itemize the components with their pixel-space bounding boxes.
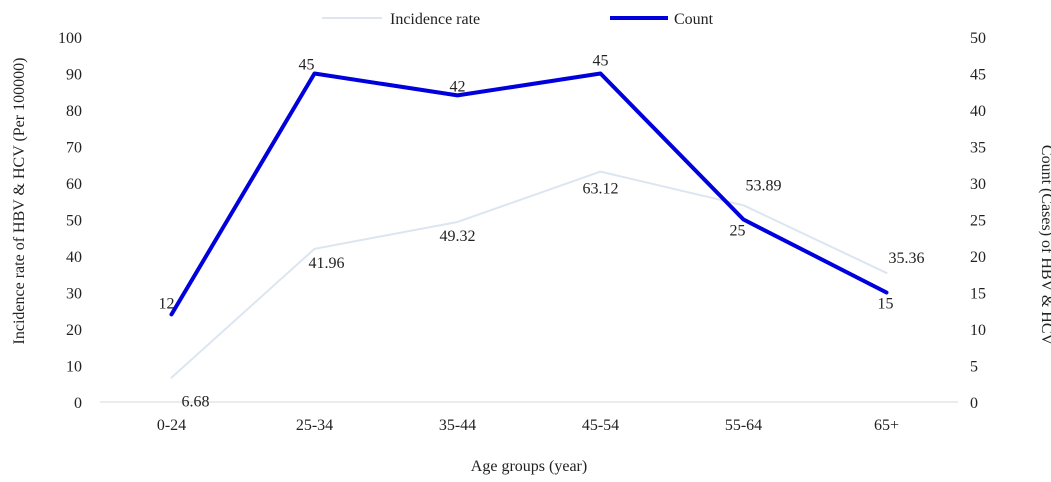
y-left-tick-label: 0: [74, 395, 82, 412]
y-right-tick-label: 10: [970, 322, 986, 339]
y-left-tick-label: 90: [66, 67, 82, 84]
data-point: [886, 272, 887, 274]
series-line-incidence-rate: [170, 170, 888, 379]
data-point: [457, 94, 458, 96]
x-axis-title: Age groups (year): [471, 458, 587, 475]
x-tick-label: 35-44: [439, 417, 476, 434]
data-label-incidence-rate: 6.68: [182, 394, 210, 411]
y-left-tick-label: 70: [66, 140, 82, 157]
x-tick-label: 65+: [874, 417, 899, 434]
y-left-tick-label: 40: [66, 249, 82, 266]
data-point: [886, 292, 887, 293]
data-label-incidence-rate: 41.96: [309, 255, 345, 272]
y-right-tick-label: 5: [970, 359, 978, 376]
y-right-tick-label: 50: [970, 30, 986, 47]
y-left-tick-label: 50: [66, 213, 82, 230]
data-label-incidence-rate: 35.36: [889, 250, 925, 267]
y-right-tick-label: 40: [970, 103, 986, 120]
data-label-count: 15: [878, 296, 894, 313]
data-point: [457, 221, 458, 223]
data-label-count: 25: [730, 223, 746, 240]
y-right-tick-label: 45: [970, 67, 986, 84]
data-label-count: 42: [450, 78, 466, 95]
y-left-tick-label: 10: [66, 359, 82, 376]
data-label-count: 45: [593, 53, 609, 70]
legend: Incidence rate Count: [322, 11, 714, 28]
data-point: [171, 377, 172, 379]
y-left-tick-label: 80: [66, 103, 82, 120]
data-label-count: 12: [159, 295, 175, 312]
series-line-count: [169, 71, 889, 317]
x-tick-label: 55-64: [725, 417, 762, 434]
data-point: [743, 219, 744, 220]
data-point: [600, 171, 601, 173]
legend-label-count: Count: [674, 11, 714, 28]
y-left-tick-label: 30: [66, 286, 82, 303]
data-label-incidence-rate: 63.12: [583, 181, 619, 198]
y-left-tick-label: 20: [66, 322, 82, 339]
y-right-tick-label: 25: [970, 213, 986, 230]
y-axis-right-title: Count (Cases) of HBV & HCV: [1038, 145, 1051, 346]
y-right-tick-label: 35: [970, 140, 986, 157]
data-label-incidence-rate: 53.89: [746, 177, 782, 194]
x-tick-label: 45-54: [582, 417, 619, 434]
data-point: [600, 73, 601, 74]
data-label-count: 45: [299, 57, 315, 74]
x-tick-label: 25-34: [296, 417, 333, 434]
y-right-tick-label: 15: [970, 286, 986, 303]
plot-area: 0 10 20 30 40 50 60 70 80 90 100 0 5 10 15 20 25 30 35 40 45…: [58, 30, 986, 434]
y-left-tick-label: 60: [66, 176, 82, 193]
data-point: [743, 204, 744, 206]
y-right-tick-label: 20: [970, 249, 986, 266]
x-tick-label: 0-24: [157, 417, 186, 434]
data-label-incidence-rate: 49.32: [440, 228, 476, 245]
data-point: [171, 313, 172, 315]
legend-label-incidence-rate: Incidence rate: [390, 11, 480, 28]
y-right-tick-label: 0: [970, 395, 978, 412]
data-point: [314, 73, 315, 74]
y-left-tick-label: 100: [58, 30, 82, 47]
y-axis-left-title: Incidence rate of HBV & HCV (Per 100000): [11, 58, 28, 345]
y-right-tick-label: 30: [970, 176, 986, 193]
data-point: [314, 248, 315, 250]
